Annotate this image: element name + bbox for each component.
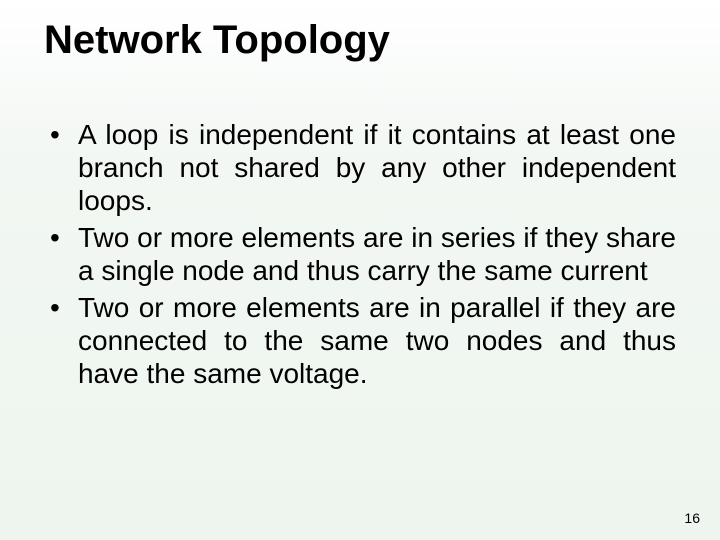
- bullet-item: Two or more elements are in parallel if …: [44, 291, 676, 390]
- slide-title: Network Topology: [44, 18, 390, 63]
- bullet-list: A loop is independent if it contains at …: [44, 118, 676, 390]
- bullet-item: A loop is independent if it contains at …: [44, 118, 676, 217]
- slide-body: A loop is independent if it contains at …: [44, 118, 676, 394]
- page-number: 16: [684, 510, 700, 526]
- bullet-item: Two or more elements are in series if th…: [44, 221, 676, 287]
- slide: Network Topology A loop is independent i…: [0, 0, 720, 540]
